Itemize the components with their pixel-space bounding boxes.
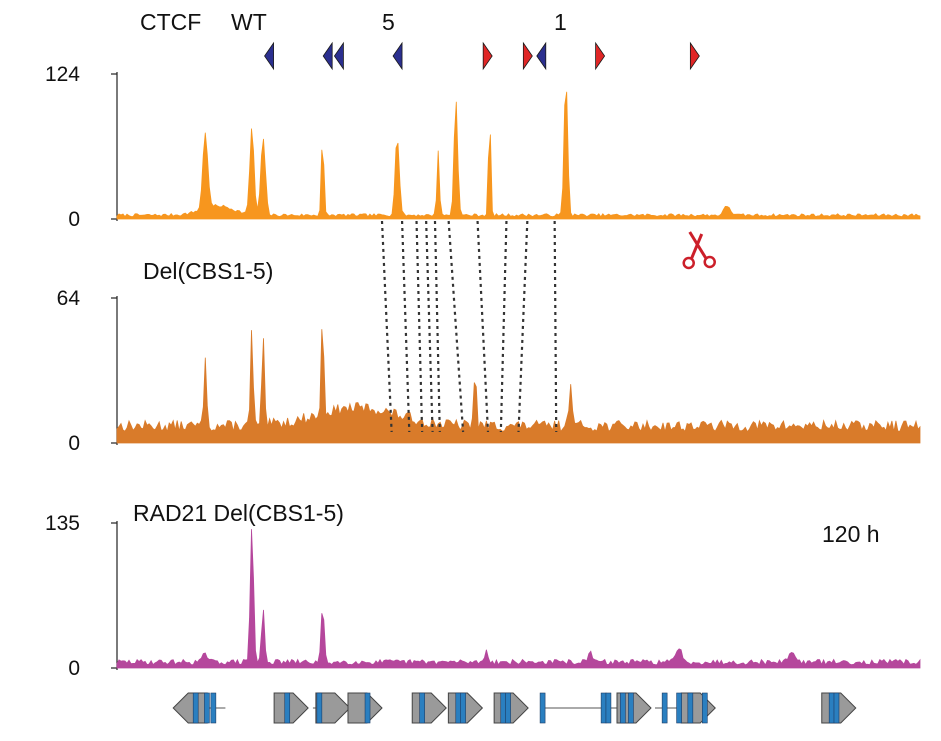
scissors-handle bbox=[703, 255, 716, 269]
gene-3 bbox=[315, 692, 351, 724]
gene-exon bbox=[628, 692, 634, 724]
ctcf-motif-8 bbox=[595, 41, 606, 71]
gene-exon bbox=[419, 692, 425, 724]
ctcf-motif-4 bbox=[392, 41, 403, 71]
deletion-link-3 bbox=[415, 220, 424, 433]
gene-exon bbox=[600, 692, 607, 724]
ctcf-motif-row bbox=[264, 41, 700, 71]
gene-exon bbox=[539, 692, 546, 724]
deletion-link-9 bbox=[517, 220, 529, 433]
gene-exon bbox=[687, 692, 694, 724]
deletion-link-4 bbox=[425, 220, 434, 433]
deletion-link-2 bbox=[400, 220, 411, 433]
wt-track: 124 0 bbox=[45, 63, 921, 231]
site-5-label: 5 bbox=[382, 9, 395, 35]
ctcf-label: CTCF bbox=[140, 9, 201, 35]
timepoint-label: 120 h bbox=[822, 521, 880, 547]
gene-exon bbox=[676, 692, 682, 724]
wt-y-zero-label: 0 bbox=[68, 208, 80, 231]
deletion-link-8 bbox=[499, 220, 508, 433]
wt-signal-area bbox=[116, 91, 921, 220]
gene-exon bbox=[455, 692, 462, 724]
gene-exon bbox=[210, 692, 217, 724]
site-1-label: 1 bbox=[554, 9, 567, 35]
gene-exon bbox=[828, 692, 835, 724]
deletion-links bbox=[380, 220, 558, 433]
gene-exon bbox=[605, 692, 612, 724]
rad21-signal-area bbox=[116, 529, 921, 669]
gene-exon bbox=[833, 692, 840, 724]
del-y-zero-label: 0 bbox=[68, 432, 80, 455]
gene-exon bbox=[192, 692, 199, 724]
deletion-link-6 bbox=[447, 220, 465, 433]
deletion-link-10 bbox=[553, 220, 558, 433]
rad21-track: RAD21 Del(CBS1-5) 120 h 135 0 bbox=[45, 500, 921, 680]
gene-9 bbox=[680, 692, 716, 724]
gene-exon bbox=[364, 692, 371, 724]
ctcf-motif-7 bbox=[536, 41, 547, 71]
deletion-link-7 bbox=[476, 220, 490, 433]
wt-y-max-label: 124 bbox=[45, 63, 80, 86]
gene-exon bbox=[284, 692, 291, 724]
gene-7 bbox=[493, 692, 529, 724]
ctcf-motif-3 bbox=[333, 41, 344, 71]
scissors-blade bbox=[690, 233, 704, 259]
scissors-handle bbox=[682, 256, 695, 270]
wt-label: WT bbox=[231, 9, 267, 35]
gene-exon bbox=[204, 692, 210, 724]
gene-exon bbox=[316, 692, 323, 724]
deletion-link-1 bbox=[380, 220, 393, 433]
gene-exon bbox=[505, 692, 511, 724]
rad21-y-zero-label: 0 bbox=[68, 657, 80, 680]
ctcf-motif-9 bbox=[689, 41, 700, 71]
rad21-track-label: RAD21 Del(CBS1-5) bbox=[133, 500, 344, 526]
ctcf-motif-2 bbox=[322, 41, 333, 71]
gene-annotation-track bbox=[172, 692, 857, 724]
ctcf-motif-1 bbox=[264, 41, 274, 71]
gene-2 bbox=[273, 692, 309, 724]
deletion-link-5 bbox=[433, 220, 441, 433]
ctcf-motif-6 bbox=[522, 41, 533, 71]
gene-exon bbox=[460, 692, 466, 724]
ctcf-motif-5 bbox=[482, 41, 493, 71]
scissors-icon bbox=[682, 231, 716, 270]
gene-1 bbox=[172, 692, 208, 724]
del-track-label: Del(CBS1-5) bbox=[143, 258, 273, 284]
gene-exon bbox=[620, 692, 626, 724]
del-track: Del(CBS1-5) 64 0 bbox=[57, 258, 921, 455]
gene-exon bbox=[661, 692, 668, 724]
rad21-y-max-label: 135 bbox=[45, 512, 80, 535]
gene-exon bbox=[701, 692, 708, 724]
del-y-max-label: 64 bbox=[57, 287, 81, 310]
gene-exon bbox=[500, 692, 507, 724]
gene-5 bbox=[411, 692, 447, 724]
